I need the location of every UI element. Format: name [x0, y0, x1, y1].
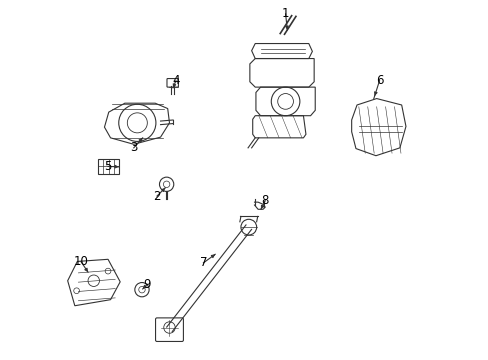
Text: 1: 1 [281, 8, 289, 21]
Text: 3: 3 [130, 141, 137, 154]
Text: 2: 2 [153, 190, 161, 203]
Text: 8: 8 [261, 194, 268, 207]
Text: 4: 4 [172, 74, 179, 87]
Text: 5: 5 [104, 160, 111, 173]
Text: 6: 6 [375, 74, 383, 87]
Text: 7: 7 [199, 256, 207, 269]
Text: 10: 10 [73, 255, 88, 268]
Text: 9: 9 [143, 278, 151, 291]
